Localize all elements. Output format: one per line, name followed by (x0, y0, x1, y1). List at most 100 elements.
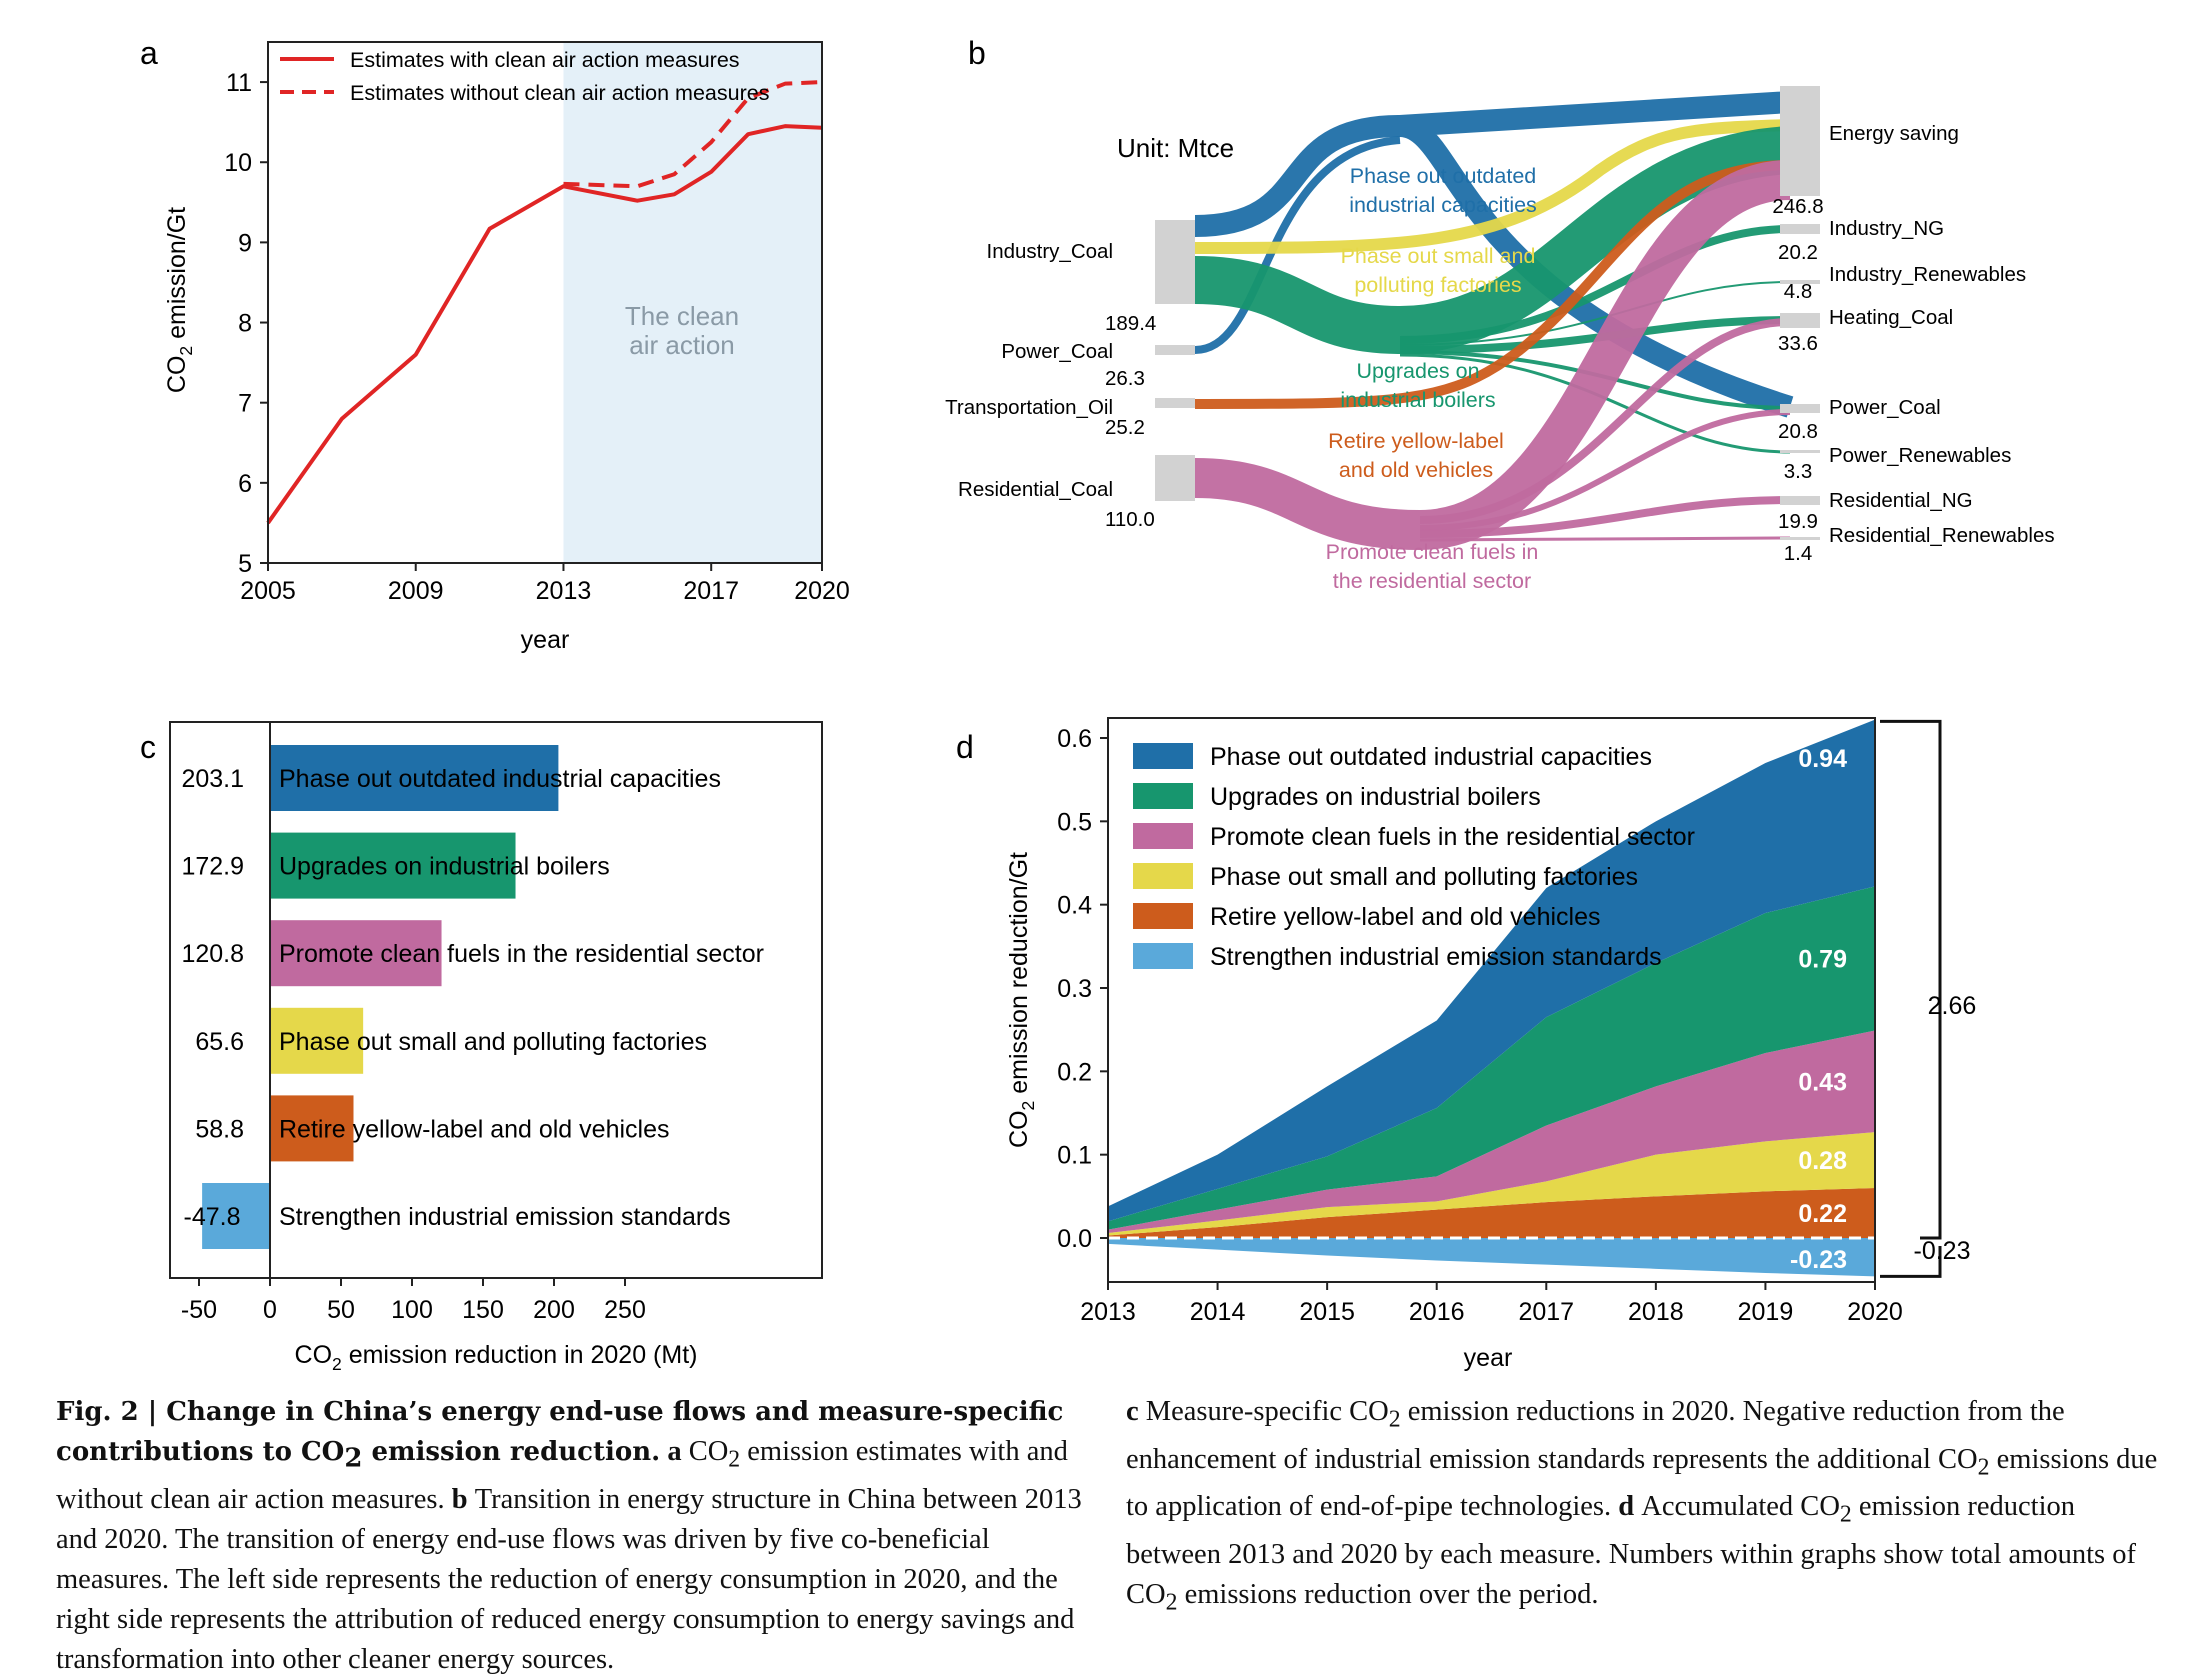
sankey-target-node-2 (1780, 280, 1820, 284)
measure-label-2-line1: Upgrades on (1356, 359, 1479, 383)
sankey-flow-7 (1399, 353, 1791, 454)
target-label-industry_ng: Industry_NG (1829, 217, 1944, 240)
caption-title-sub: 2 (344, 1443, 363, 1474)
bar-category-label-2: Promote clean fuels in the residential s… (279, 940, 764, 968)
bar-category-label-0: Phase out outdated industrial capacities (279, 765, 721, 793)
bar-value-label-2: 120.8 (181, 940, 244, 968)
legend-label-0: Phase out outdated industrial capacities (1210, 743, 1652, 771)
source-value-industry_coal: 189.4 (1105, 312, 1156, 335)
bar-category-label-3: Phase out small and polluting factories (279, 1028, 707, 1056)
x-tick-label: 150 (462, 1296, 504, 1324)
legend-label-2: Promote clean fuels in the residential s… (1210, 823, 1695, 851)
sankey-flow-11 (1419, 318, 1791, 524)
bracket-negative (1880, 1246, 1942, 1278)
bar-value-label-1: 172.9 (181, 853, 244, 881)
sankey-unit: Unit: Mtce (1117, 133, 1234, 163)
bar-5 (202, 1183, 270, 1249)
caption-d-sub2: 2 (1165, 1589, 1178, 1616)
x-tick-label: 2020 (794, 577, 850, 605)
y-tick-label: 9 (238, 229, 252, 257)
sankey-target-node-4 (1780, 404, 1820, 413)
caption-d-text1: Accumulated CO (1641, 1491, 1840, 1523)
x-tick-label: 2019 (1738, 1298, 1794, 1326)
legend-swatch-0 (1133, 743, 1193, 769)
y-tick-label: 0.2 (1057, 1058, 1092, 1086)
x-tick-label: 2017 (1518, 1298, 1574, 1326)
target-label-residential_renew: Residential_Renewables (1829, 524, 2055, 547)
source-value-power_coal: 26.3 (1105, 367, 1145, 390)
y-tick-label: 0.4 (1057, 892, 1092, 920)
bar-4 (270, 1095, 354, 1162)
y-tick-label: 8 (238, 310, 252, 338)
x-tick-label: 2020 (1847, 1298, 1903, 1326)
bar-0 (270, 745, 559, 811)
y-tick-label: 0.5 (1057, 808, 1092, 836)
bar-3 (270, 1007, 364, 1074)
area-label-4: 0.94 (1798, 745, 1847, 773)
bar-value-label-3: 65.6 (195, 1028, 244, 1056)
bracket-positive (1880, 719, 1942, 1240)
x-tick-label: 250 (604, 1296, 646, 1324)
measure-label-3-line2: and old vehicles (1339, 458, 1493, 482)
series-line-1 (563, 80, 823, 189)
panel-d-label: d (956, 729, 974, 765)
target-label-power_renew: Power_Renewables (1829, 444, 2011, 467)
caption-fig-num: Fig. 2 | (56, 1397, 167, 1427)
area-label-3: 0.79 (1798, 945, 1847, 973)
sankey-target-node-3 (1780, 313, 1820, 328)
legend-label-3: Phase out small and polluting factories (1210, 863, 1638, 891)
source-label-power_coal: Power_Coal (1001, 340, 1113, 363)
legend-label-1: Upgrades on industrial boilers (1210, 783, 1541, 811)
target-label-power_coal_t: Power_Coal (1829, 396, 1941, 419)
measure-label-1-line1: Phase out small and (1341, 244, 1536, 268)
caption-c-text1: Measure-specific CO (1145, 1396, 1389, 1427)
area-label-1: 0.28 (1798, 1147, 1847, 1175)
x-tick-label: 0 (263, 1296, 277, 1324)
legend-swatch-2 (1133, 823, 1193, 849)
caption-b-label: b (444, 1483, 475, 1515)
target-label-energy_saving: Energy saving (1829, 122, 1959, 145)
measure-label-4-line1: Promote clean fuels in (1326, 540, 1539, 564)
chart-c: Phase out outdated industrial capacities… (169, 721, 823, 1374)
caption-title-b: emission reduction. (362, 1437, 661, 1467)
caption-c-text3: emissions due to application of end-of-p… (1126, 1443, 2158, 1523)
total-positive-label: 2.66 (1928, 992, 1977, 1020)
area-label-standards: -0.23 (1790, 1246, 1847, 1274)
legend-swatch-3 (1133, 863, 1193, 889)
target-value-heating_coal: 33.6 (1778, 332, 1818, 355)
sankey-flow-13 (1419, 496, 1791, 538)
source-value-transport_oil: 25.2 (1105, 416, 1145, 439)
shade-label-line1: The clean (625, 301, 739, 331)
y-tick-label: 0.3 (1057, 975, 1092, 1003)
sankey-source-node-1 (1155, 345, 1195, 355)
source-value-residential_coal: 110.0 (1105, 508, 1155, 531)
legend-label-1: Estimates without clean air action measu… (350, 81, 769, 105)
caption-left: Fig. 2 | Change in China’s energy end-us… (56, 1392, 1086, 1680)
area-1 (1108, 1132, 1875, 1236)
y-tick-label: 0.6 (1057, 725, 1092, 753)
x-tick-label: 2005 (240, 577, 296, 605)
sankey-flow-3 (1194, 126, 1792, 355)
series-line-0 (266, 124, 823, 525)
sankey-source-node-2 (1155, 398, 1195, 408)
x-tick-label: 50 (327, 1296, 355, 1324)
measure-label-4-line2: the residential sector (1333, 569, 1531, 593)
x-tick-label: 2013 (1080, 1298, 1136, 1326)
sankey-source-node-3 (1155, 455, 1195, 501)
bar-category-label-4: Retire yellow-label and old vehicles (279, 1115, 669, 1143)
bar-value-label-4: 58.8 (195, 1115, 244, 1143)
measure-label-3-line1: Retire yellow-label (1328, 429, 1504, 453)
y-tick-label: 0.1 (1057, 1142, 1092, 1170)
measure-label-0-line2: industrial capacities (1349, 193, 1537, 217)
x-axis-label: CO2 emission reduction in 2020 (Mt) (295, 1341, 698, 1374)
caption-d-text3: emissions reduction over the period. (1177, 1579, 1599, 1611)
bar-value-label-5: -47.8 (184, 1203, 241, 1231)
x-tick-label: 200 (533, 1296, 575, 1324)
legend-label-0: Estimates with clean air action measures (350, 48, 740, 72)
area-4 (1108, 719, 1875, 1222)
target-label-industry_renew: Industry_Renewables (1829, 263, 2026, 286)
panel-a-label: a (140, 35, 158, 71)
shade-label-line2: air action (629, 330, 735, 360)
y-tick-label: 7 (238, 390, 252, 418)
caption-d-text2: emission reduction between 2013 and 2020… (1126, 1491, 2136, 1611)
